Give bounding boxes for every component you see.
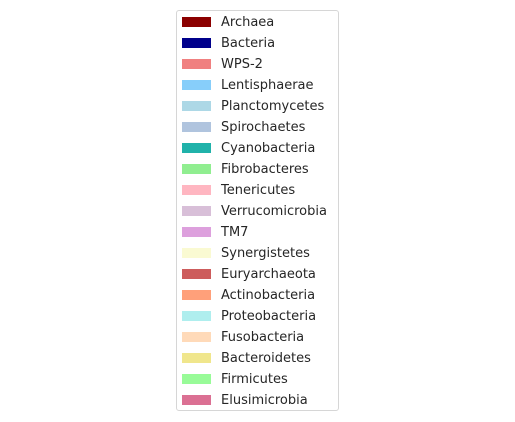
legend-entry: Actinobacteria	[177, 285, 338, 306]
legend-swatch	[182, 143, 211, 153]
legend-swatch	[182, 185, 211, 195]
legend-swatch	[182, 353, 211, 363]
legend-label: Tenericutes	[221, 180, 295, 201]
legend-swatch	[182, 17, 211, 27]
legend-label: Synergistetes	[221, 243, 310, 264]
legend-label: Cyanobacteria	[221, 138, 315, 159]
legend-swatch	[182, 290, 211, 300]
chart-legend: Archaea Bacteria WPS-2 Lentisphaerae Plancto…	[176, 10, 339, 411]
legend-entry: Planctomycetes	[177, 96, 338, 117]
legend-label: Planctomycetes	[221, 96, 324, 117]
legend-label: Fibrobacteres	[221, 159, 309, 180]
legend-swatch	[182, 101, 211, 111]
legend-swatch	[182, 248, 211, 258]
legend-label: Spirochaetes	[221, 117, 305, 138]
legend-swatch	[182, 164, 211, 174]
legend-entry: Firmicutes	[177, 369, 338, 390]
legend-entry: Bacteroidetes	[177, 348, 338, 369]
legend-swatch	[182, 311, 211, 321]
legend-entry: Euryarchaeota	[177, 264, 338, 285]
legend-label: Verrucomicrobia	[221, 201, 327, 222]
legend-entry: Tenericutes	[177, 180, 338, 201]
legend-label: Euryarchaeota	[221, 264, 316, 285]
legend-entry: Cyanobacteria	[177, 138, 338, 159]
legend-label: Bacteroidetes	[221, 348, 311, 369]
legend-label: Bacteria	[221, 33, 275, 54]
legend-label: Elusimicrobia	[221, 390, 308, 411]
legend-label: Archaea	[221, 12, 274, 33]
legend-swatch	[182, 374, 211, 384]
legend-entry: TM7	[177, 222, 338, 243]
legend-label: Lentisphaerae	[221, 75, 314, 96]
legend-label: Fusobacteria	[221, 327, 304, 348]
legend-swatch	[182, 122, 211, 132]
legend-swatch	[182, 269, 211, 279]
legend-entry: Fusobacteria	[177, 327, 338, 348]
legend-entry: Proteobacteria	[177, 306, 338, 327]
legend-label: TM7	[221, 222, 248, 243]
legend-label: Actinobacteria	[221, 285, 315, 306]
legend-swatch	[182, 38, 211, 48]
legend-label: WPS-2	[221, 54, 263, 75]
legend-swatch	[182, 206, 211, 216]
legend-swatch	[182, 80, 211, 90]
legend-entry: Elusimicrobia	[177, 390, 338, 411]
legend-entry: Bacteria	[177, 33, 338, 54]
legend-swatch	[182, 59, 211, 69]
legend-entry: Synergistetes	[177, 243, 338, 264]
legend-entry: Verrucomicrobia	[177, 201, 338, 222]
legend-entry: Archaea	[177, 12, 338, 33]
legend-entry: Fibrobacteres	[177, 159, 338, 180]
legend-entry: Lentisphaerae	[177, 75, 338, 96]
legend-label: Firmicutes	[221, 369, 288, 390]
legend-swatch	[182, 395, 211, 405]
legend-entry: Spirochaetes	[177, 117, 338, 138]
legend-swatch	[182, 332, 211, 342]
legend-entry: WPS-2	[177, 54, 338, 75]
legend-swatch	[182, 227, 211, 237]
legend-label: Proteobacteria	[221, 306, 316, 327]
